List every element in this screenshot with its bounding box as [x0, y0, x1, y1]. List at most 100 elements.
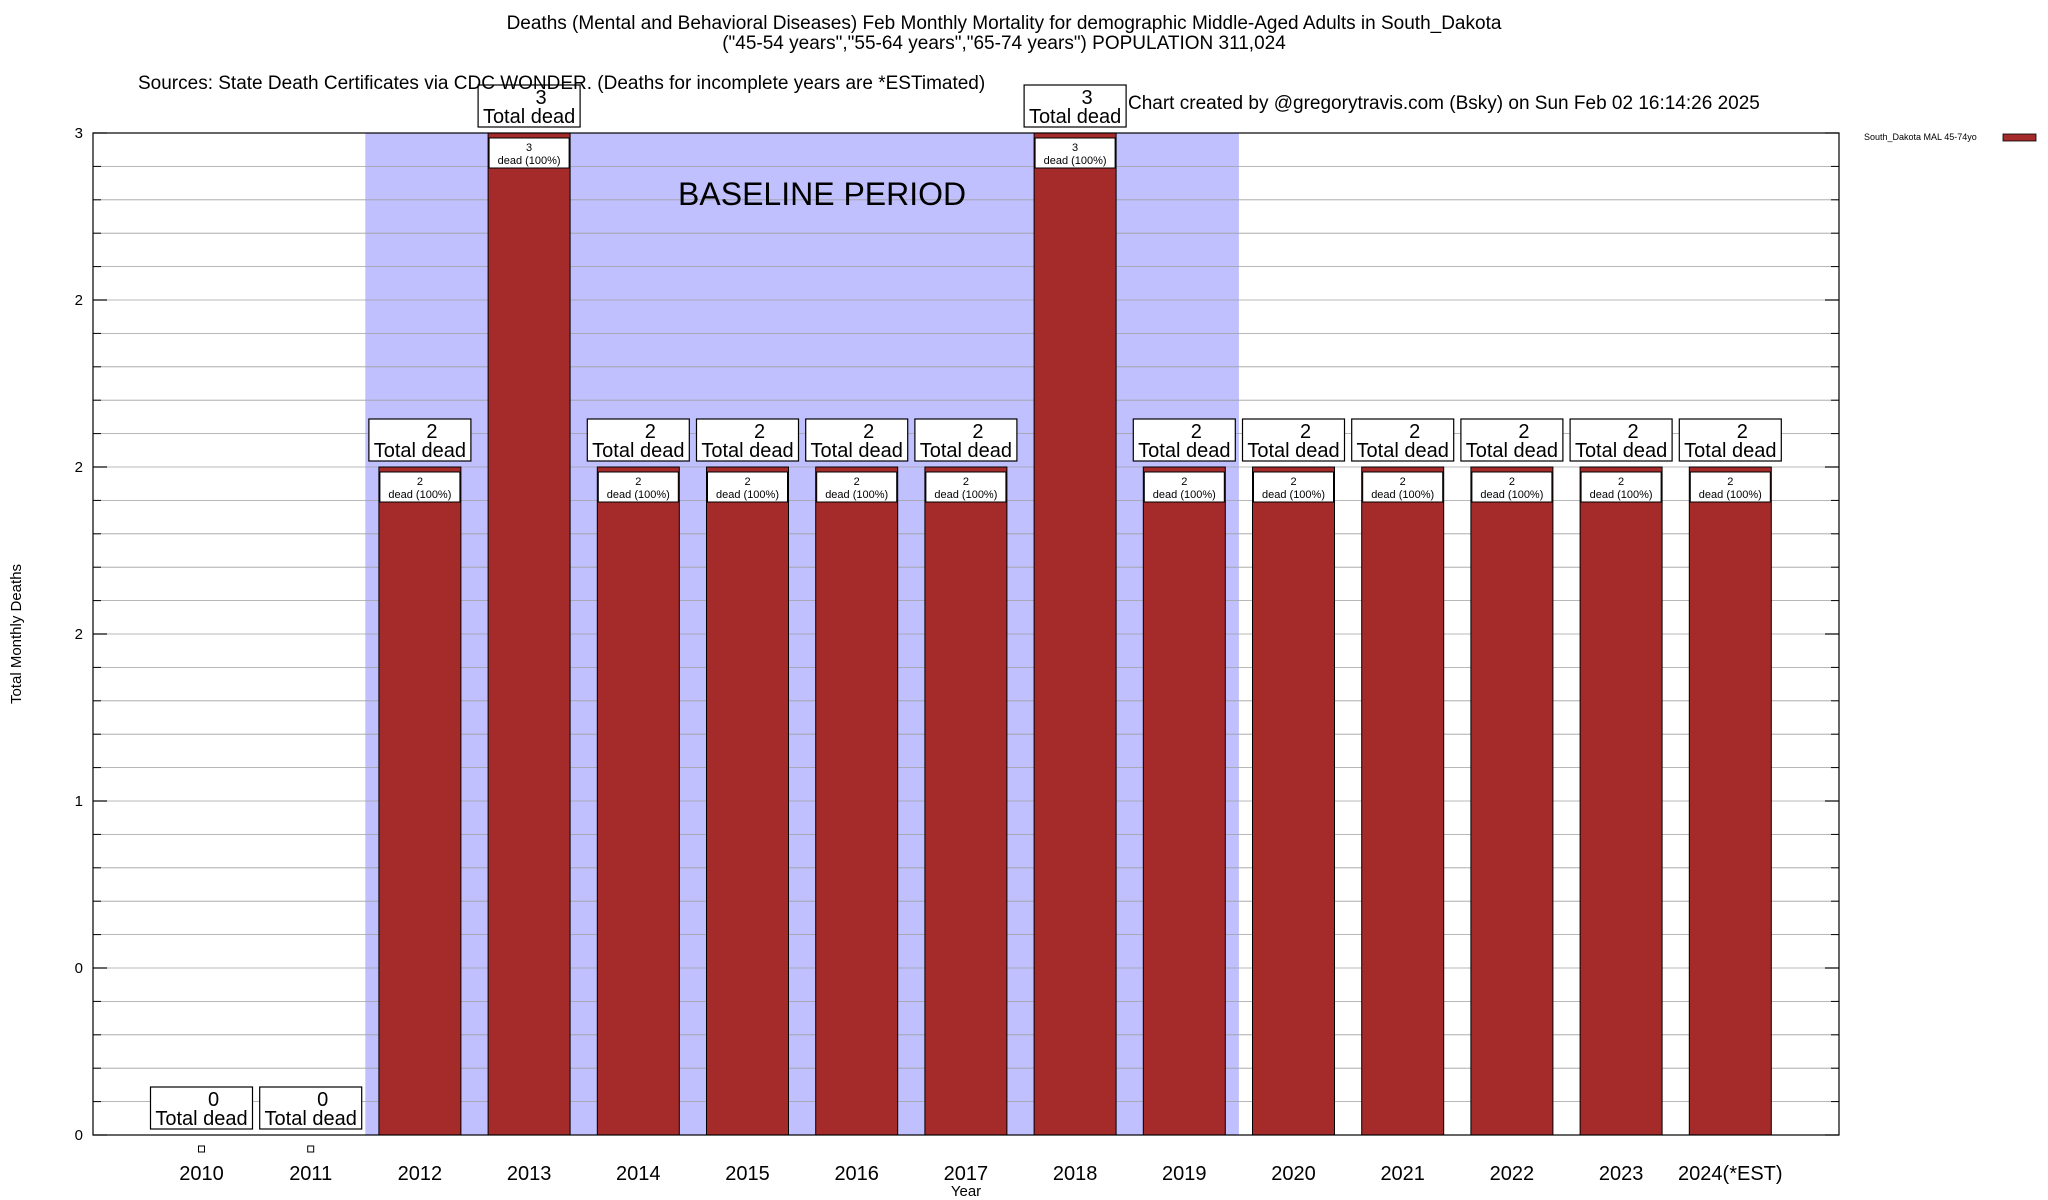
bar-total-label-box: [1460, 418, 1564, 462]
bar-total-label: Total dead: [1575, 440, 1667, 462]
bar-total-count: 2: [1628, 421, 1639, 443]
y-tick-label: 2: [75, 459, 83, 476]
bar-total-count: 2: [426, 421, 437, 443]
bar-inner-count: 2: [1181, 476, 1187, 488]
x-tick-label: 2018: [1053, 1163, 1098, 1185]
bar-inner-label: dead (100%): [498, 155, 561, 167]
bar-inner-count: 2: [1509, 476, 1515, 488]
bar-total-label-box: [805, 418, 909, 462]
bar-inner-label-box: [488, 137, 570, 169]
bar-inner-label-box: [1689, 471, 1771, 503]
bar-total-label: Total dead: [1357, 440, 1449, 462]
x-axis-label: Year: [951, 1183, 981, 1200]
bar-inner-count: 2: [963, 476, 969, 488]
bar-total-label-box: [1241, 418, 1346, 462]
bar-inner-label-box: [707, 471, 788, 503]
chart-source-line: Sources: State Death Certificates via CD…: [0, 54, 2048, 114]
x-tick-label: 2021: [1380, 1163, 1425, 1185]
x-tick-label: 2024(*EST): [1678, 1163, 1783, 1185]
bar-total-label-box: [1132, 418, 1236, 462]
source-note: Sources: State Death Certificates via CD…: [138, 73, 986, 94]
bar-total-label-box: [1678, 418, 1782, 462]
bar-inner-label-box: [1253, 471, 1334, 503]
bar-total-label-box: [149, 1086, 254, 1130]
bar-inner-label: dead (100%): [1153, 489, 1216, 501]
bar-inner-label: dead (100%): [1590, 489, 1653, 501]
bar-total-label-box: [1351, 418, 1455, 462]
bar-inner-label: dead (100%): [1371, 489, 1434, 501]
bar-total-count: 3: [536, 87, 547, 109]
bar: [378, 466, 462, 1136]
bar-inner-label: dead (100%): [1480, 489, 1543, 501]
y-tick-label: 0: [75, 960, 83, 977]
bar: [1361, 466, 1445, 1136]
bar-inner-label: dead (100%): [1699, 489, 1762, 501]
bars: [198, 132, 1772, 1153]
x-tick-label: 2014: [616, 1163, 661, 1185]
bar-total-label: Total dead: [920, 440, 1012, 462]
y-tick-label: 2: [75, 626, 83, 643]
bar-total-count: 2: [1518, 421, 1529, 443]
bar-total-count: 2: [1191, 421, 1202, 443]
bar-total-label: Total dead: [483, 106, 575, 128]
y-tick-label: 2: [75, 292, 83, 309]
bar-total-label: Total dead: [811, 440, 903, 462]
bar-inner-label: dead (100%): [607, 489, 670, 501]
bar: [487, 132, 571, 1136]
bar-total-label-box: [259, 1086, 363, 1130]
bar-inner-label: dead (100%): [934, 489, 997, 501]
bar-inner-count: 2: [1727, 476, 1733, 488]
legend-label: South_Dakota MAL 45-74yo: [1864, 132, 1977, 142]
bar-total-count: 0: [208, 1089, 219, 1111]
bar-inner-count: 2: [635, 476, 641, 488]
bar-total-label-box: [368, 418, 472, 462]
bar: [1142, 466, 1226, 1136]
y-axis-ticks: 0 0 1 2 2 2 3: [75, 125, 1839, 1144]
x-axis-ticks: 2010 2011 2012 2013 2014 2015 2016 2017 2018 2019…: [179, 1163, 1782, 1185]
bar-total-label: Total dead: [155, 1108, 247, 1130]
bar-total-count: 2: [754, 421, 765, 443]
baseline-label: BASELINE PERIOD: [678, 176, 966, 212]
bar-total-label: Total dead: [1466, 440, 1558, 462]
bar-total-label: Total dead: [1029, 106, 1121, 128]
bar-total-label-box: [586, 418, 690, 462]
legend-swatch: [2002, 133, 2037, 142]
bar-total-count: 3: [1082, 87, 1093, 109]
legend: South_Dakota MAL 45-74yo: [1864, 132, 2037, 142]
bar-inner-label: dead (100%): [1262, 489, 1325, 501]
x-tick-label: 2013: [507, 1163, 552, 1185]
bar-total-count: 2: [645, 421, 656, 443]
bar: [815, 466, 899, 1136]
bar-total-label-box: [1569, 418, 1673, 462]
bar: [1252, 466, 1335, 1136]
x-tick-label: 2015: [725, 1163, 770, 1185]
credit-note: Chart created by @gregorytravis.com (Bsk…: [1128, 93, 1760, 114]
bar-total-label: Total dead: [1138, 440, 1230, 462]
bar-total-count: 2: [1300, 421, 1311, 443]
bar-inner-count: 2: [1290, 476, 1296, 488]
bar-total-count: 2: [972, 421, 983, 443]
bar-inner-label-box: [1034, 137, 1116, 169]
bar-total-label: Total dead: [265, 1108, 357, 1130]
chart-title: Deaths (Mental and Behavioral Diseases) …: [506, 13, 1502, 34]
x-tick-label: 2017: [944, 1163, 989, 1185]
bar-total-count: 0: [317, 1089, 328, 1111]
y-tick-label: 0: [75, 1127, 83, 1144]
chart-subtitle: ("45-54 years","55-64 years","65-74 year…: [722, 33, 1286, 54]
bar-inner-label-box: [816, 471, 898, 503]
bar-inner-label-box: [1471, 471, 1553, 503]
y-tick-label: 3: [75, 125, 83, 142]
bar-total-count: 2: [1737, 421, 1748, 443]
bar-total-label: Total dead: [1684, 440, 1776, 462]
x-tick-label: 2016: [834, 1163, 879, 1185]
y-axis-label: Total Monthly Deaths: [8, 564, 25, 704]
bar: [1033, 132, 1117, 1136]
bar-total-count: 2: [1409, 421, 1420, 443]
x-tick-label: 2019: [1162, 1163, 1207, 1185]
bar-inner-count: 2: [854, 476, 860, 488]
x-tick-label: 2022: [1490, 1163, 1535, 1185]
bar-inner-count: 3: [526, 142, 532, 154]
bar-total-label-box: [914, 418, 1018, 462]
bar-inner-count: 2: [1618, 476, 1624, 488]
